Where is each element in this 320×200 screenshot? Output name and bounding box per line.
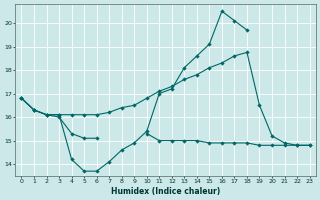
X-axis label: Humidex (Indice chaleur): Humidex (Indice chaleur): [111, 187, 220, 196]
